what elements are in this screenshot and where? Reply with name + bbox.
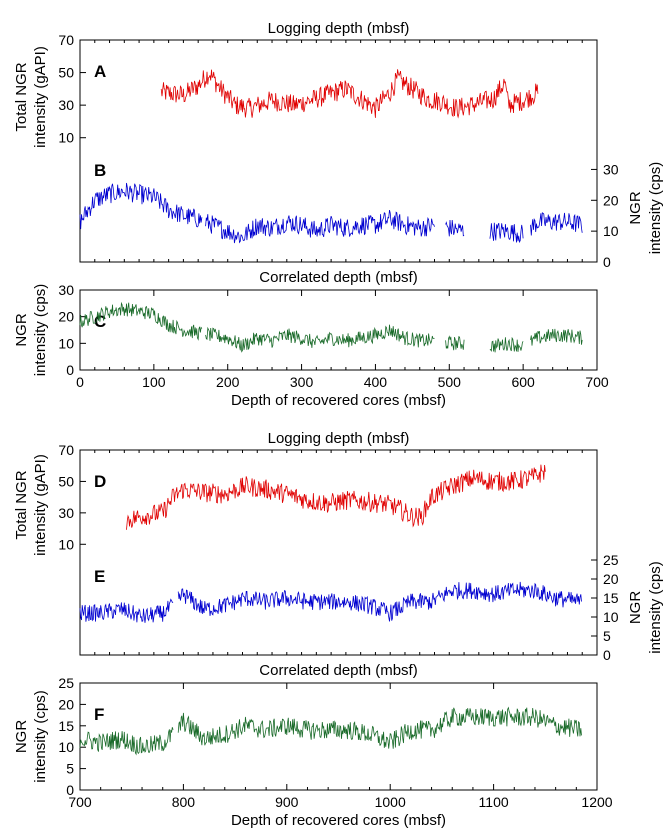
- series-c-segment: [489, 336, 524, 353]
- y-tick-label: 10: [603, 223, 619, 239]
- y-axis-label: intensity (cps): [32, 284, 49, 377]
- y-tick-label: 50: [58, 65, 74, 81]
- y-tick-label: 5: [603, 628, 611, 644]
- x-tick-label: 500: [438, 374, 462, 390]
- y-tick-label: 50: [58, 473, 74, 489]
- y-tick-label: 20: [58, 309, 74, 325]
- y-axis-label: Total NGR: [13, 470, 30, 539]
- y-axis-label: intensity (gAPI): [32, 454, 49, 556]
- correlated-depth-title: Correlated depth (mbsf): [259, 269, 417, 286]
- x-tick-label: 200: [216, 374, 240, 390]
- logging-depth-title: Logging depth (mbsf): [268, 20, 410, 37]
- series-b-segment: [489, 222, 524, 244]
- y-tick-label: 0: [66, 362, 74, 378]
- y-tick-label: 30: [58, 97, 74, 113]
- y-axis-label: Total NGR: [13, 62, 30, 131]
- series-f-segment: [79, 727, 174, 756]
- series-e-segment: [177, 581, 582, 622]
- panel-frame-lower: [79, 682, 598, 791]
- recovered-depth-title: Depth of recovered cores (mbsf): [231, 812, 446, 829]
- x-tick-label: 700: [585, 374, 609, 390]
- y-tick-label: 15: [58, 718, 74, 734]
- series-d-segment: [126, 464, 546, 530]
- y-tick-label: 10: [603, 609, 619, 625]
- y-tick-label: 30: [58, 505, 74, 521]
- series-b-segment: [79, 182, 203, 230]
- x-tick-label: 700: [68, 794, 92, 810]
- series-b-segment: [530, 212, 583, 236]
- y-tick-label: 20: [603, 571, 619, 587]
- y-axis-label: intensity (gAPI): [32, 46, 49, 148]
- y-axis-label-right: intensity (cps): [647, 561, 664, 654]
- y-tick-label: 30: [603, 161, 619, 177]
- y-tick-label: 15: [603, 590, 619, 606]
- x-tick-label: 800: [172, 794, 196, 810]
- panel-label-e: E: [94, 567, 105, 586]
- y-tick-label: 25: [58, 675, 74, 691]
- y-tick-label: 30: [58, 282, 74, 298]
- x-tick-label: 1100: [479, 794, 509, 810]
- y-tick-label: 0: [603, 647, 611, 663]
- y-tick-label: 20: [603, 192, 619, 208]
- x-tick-label: 0: [76, 374, 84, 390]
- logging-depth-title: Logging depth (mbsf): [268, 430, 410, 447]
- series-b-segment: [205, 210, 435, 244]
- x-tick-label: 300: [290, 374, 314, 390]
- panel-label-a: A: [94, 62, 106, 81]
- y-tick-label: 0: [66, 782, 74, 798]
- y-axis-label-right: intensity (cps): [647, 162, 664, 255]
- y-tick-label: 70: [58, 32, 74, 48]
- y-tick-label: 70: [58, 442, 74, 458]
- y-axis-label: NGR: [13, 313, 30, 347]
- panel-label-f: F: [94, 705, 104, 724]
- panel-frame-upper: [79, 39, 598, 263]
- y-axis-label-right: NGR: [627, 191, 644, 225]
- panel-label-b: B: [94, 161, 106, 180]
- series-c-segment: [79, 301, 203, 341]
- series-c-segment: [445, 335, 465, 351]
- x-tick-label: 600: [511, 374, 535, 390]
- x-tick-label: 900: [275, 794, 299, 810]
- y-tick-label: 10: [58, 739, 74, 755]
- y-tick-label: 25: [603, 552, 619, 568]
- series-b-segment: [445, 219, 465, 237]
- y-tick-label: 10: [58, 130, 74, 146]
- x-tick-label: 1000: [375, 794, 406, 810]
- y-axis-label: intensity (cps): [32, 690, 49, 783]
- y-tick-label: 20: [58, 696, 74, 712]
- y-axis-label: NGR: [13, 720, 30, 754]
- y-tick-label: 5: [66, 761, 74, 777]
- x-tick-label: 100: [142, 374, 166, 390]
- y-axis-label-right: NGR: [627, 591, 644, 625]
- series-f-segment: [177, 706, 582, 749]
- panel-frame-lower: [79, 289, 598, 371]
- series-e-segment: [79, 598, 174, 623]
- x-tick-label: 1200: [581, 794, 612, 810]
- y-tick-label: 0: [603, 254, 611, 270]
- panel-label-d: D: [94, 472, 106, 491]
- x-tick-label: 400: [364, 374, 388, 390]
- panel-frame-upper: [79, 449, 598, 656]
- series-c-segment: [205, 324, 435, 353]
- series-a-segment: [160, 69, 539, 119]
- y-tick-label: 10: [58, 536, 74, 552]
- y-tick-label: 10: [58, 335, 74, 351]
- correlated-depth-title: Correlated depth (mbsf): [259, 662, 417, 679]
- recovered-depth-title: Depth of recovered cores (mbsf): [231, 392, 446, 409]
- series-c-segment: [530, 328, 583, 346]
